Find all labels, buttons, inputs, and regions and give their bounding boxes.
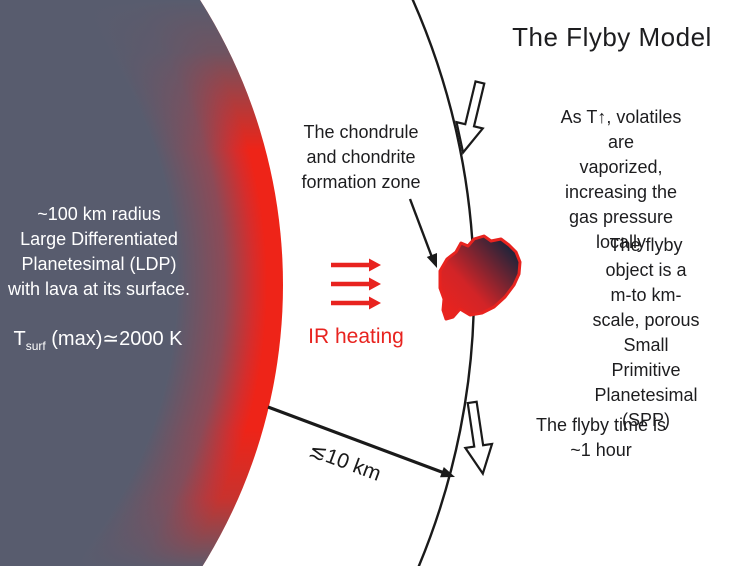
trajectory-direction-arrow-top-icon xyxy=(455,80,486,155)
ir-heating-arrow-1-icon xyxy=(331,258,381,272)
formation-zone-pointer-arrow xyxy=(408,198,437,268)
temperature-subscript: surf xyxy=(25,339,46,353)
flyby-time-label: The flyby time is ~1 hour xyxy=(535,415,667,460)
temperature-value: (max)≃2000 K xyxy=(45,328,183,350)
slide-title: The Flyby Model xyxy=(512,22,712,52)
formation-zone-label: The chondrule and chondrite formation zo… xyxy=(301,122,421,192)
distance-arrow xyxy=(267,405,455,478)
temperature-symbol: T xyxy=(13,328,26,350)
ir-heating-label: IR heating xyxy=(308,325,404,348)
planet-rim-fade-bottom xyxy=(0,430,283,566)
flyby-object-label: The flyby object is a m-to km-scale, por… xyxy=(592,235,700,430)
planet-rim-fade-top xyxy=(0,0,283,150)
ir-heating-arrow-2-icon xyxy=(331,277,381,291)
ldp-description-label: ~100 km radius Large Differentiated Plan… xyxy=(7,204,191,299)
trajectory-direction-arrow-bottom-icon xyxy=(463,400,494,477)
spp-flyby-object xyxy=(438,234,522,321)
ir-heating-arrow-3-icon xyxy=(331,296,381,310)
volatiles-label: As T↑, volatiles are vaporized, increasi… xyxy=(560,107,682,252)
surface-temperature-label: Tsurf (max)≃2000 K xyxy=(13,326,182,353)
ir-heating-arrows xyxy=(331,258,381,310)
